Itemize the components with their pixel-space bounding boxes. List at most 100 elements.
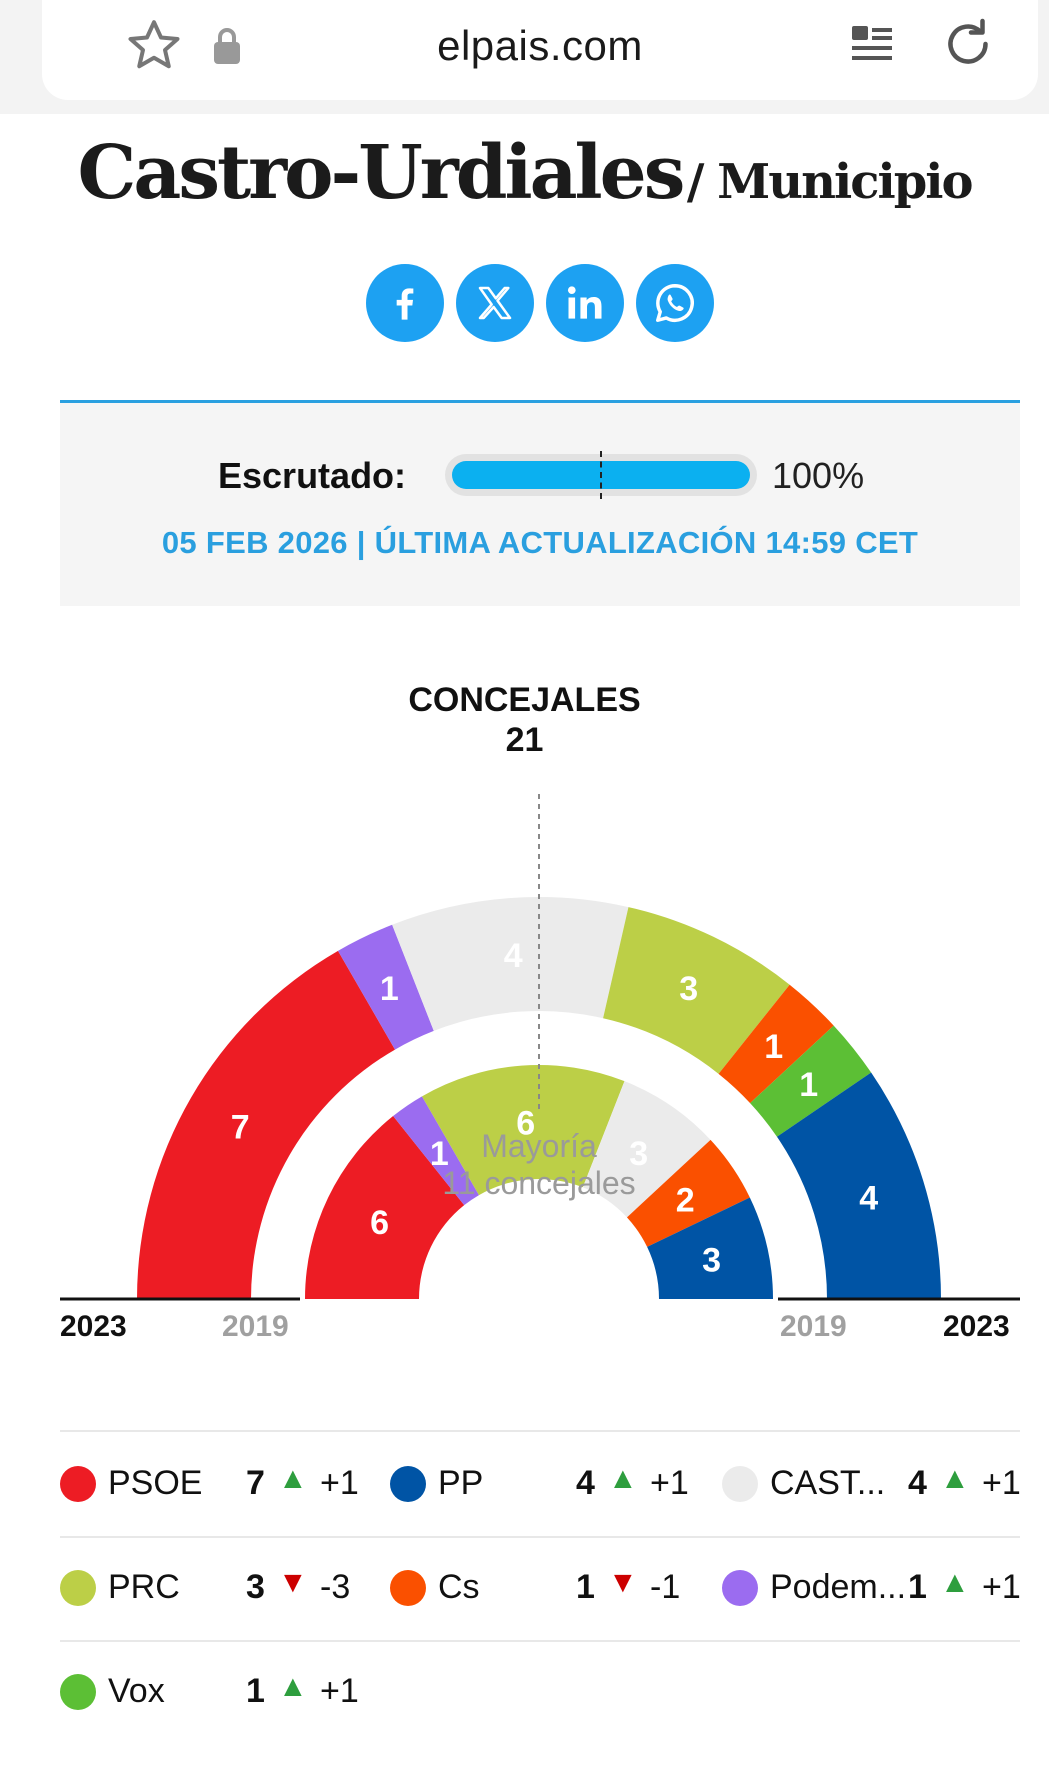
reader-mode-icon[interactable]	[848, 20, 896, 73]
arrow-up-icon: ▲	[608, 1462, 638, 1495]
seat-count-2023-podemos: 1	[380, 970, 399, 1008]
seat-change: -1	[650, 1568, 681, 1606]
legend-item-prc: PRC 3 ▼ -3	[60, 1562, 360, 1614]
seat-count-2019-cs: 2	[676, 1181, 695, 1219]
seat-segment-2023-psoe	[137, 950, 395, 1299]
party-name: PSOE	[108, 1464, 203, 1502]
seat-count-2019-psoe: 6	[370, 1204, 389, 1242]
party-seats: 3	[246, 1568, 265, 1606]
seat-segment-2019-prc	[422, 1065, 625, 1196]
arrow-up-icon: ▲	[940, 1462, 970, 1495]
seat-change: +1	[982, 1464, 1021, 1502]
party-color-dot	[60, 1466, 96, 1502]
scrutiny-panel: Escrutado: 100% 05 FEB 2026 | ÚLTIMA ACT…	[60, 400, 1020, 606]
star-icon[interactable]	[124, 16, 184, 81]
arrow-up-icon: ▲	[278, 1462, 308, 1495]
whatsapp-icon	[656, 284, 694, 322]
reload-icon[interactable]	[938, 14, 998, 79]
share-facebook-button[interactable]	[366, 264, 444, 342]
seat-count-2019-castro: 3	[629, 1135, 648, 1173]
seat-count-2019-prc: 6	[516, 1104, 535, 1142]
lock-icon	[212, 26, 242, 71]
share-whatsapp-button[interactable]	[636, 264, 714, 342]
linkedin-icon	[567, 286, 602, 319]
majority-text: 11 concejales	[442, 1165, 635, 1201]
party-name: Vox	[108, 1672, 165, 1710]
party-color-dot	[390, 1570, 426, 1606]
party-color-dot	[390, 1466, 426, 1502]
legend-divider	[60, 1640, 1020, 1642]
page-title: Castro-Urdiales / Municipio	[0, 130, 1049, 216]
url-text[interactable]: elpais.com	[437, 22, 643, 69]
municipality-name: Castro-Urdiales	[77, 130, 685, 216]
year-label-2019-right: 2019	[780, 1310, 847, 1343]
seat-count-2023-cs: 1	[764, 1028, 783, 1066]
address-bar[interactable]: elpais.com	[42, 0, 1038, 100]
party-color-dot	[60, 1674, 96, 1710]
browser-toolbar: elpais.com	[0, 0, 1049, 114]
year-label-2023-right: 2023	[943, 1310, 1010, 1343]
seat-segment-2019-psoe	[305, 1116, 465, 1299]
seat-change: +1	[650, 1464, 689, 1502]
chart-title-label: CONCEJALES	[408, 681, 641, 719]
arrow-up-icon: ▲	[940, 1566, 970, 1599]
party-name: PP	[438, 1464, 484, 1502]
seat-segment-2023-castro	[392, 897, 629, 1031]
seat-segment-2023-prc	[603, 907, 790, 1074]
seat-count-2023-castro: 4	[504, 937, 523, 975]
seat-change: -3	[320, 1568, 351, 1606]
party-name: Cs	[438, 1568, 480, 1606]
arrow-down-icon: ▼	[278, 1566, 308, 1599]
scrutiny-percent: 100%	[772, 455, 865, 496]
party-color-dot	[722, 1466, 758, 1502]
party-color-dot	[722, 1570, 758, 1606]
party-name: CAST...	[770, 1464, 886, 1502]
party-color-dot	[60, 1570, 96, 1606]
legend-item-psoe: PSOE 7 ▲ +1	[60, 1458, 360, 1510]
seat-segment-2023-vox	[750, 1025, 872, 1137]
seat-count-2023-pp: 4	[859, 1179, 878, 1217]
seat-segment-2023-cs	[718, 984, 834, 1104]
arrow-down-icon: ▼	[608, 1566, 638, 1599]
party-seats: 4	[908, 1464, 927, 1502]
year-label-2019-left: 2019	[222, 1310, 289, 1343]
party-seats: 1	[246, 1672, 265, 1710]
seat-segment-2019-pp	[647, 1197, 773, 1299]
party-seats: 7	[246, 1464, 265, 1502]
majority-label: Mayoría	[481, 1128, 597, 1164]
seat-change: +1	[320, 1672, 359, 1710]
arrow-up-icon: ▲	[278, 1670, 308, 1703]
share-linkedin-button[interactable]	[546, 264, 624, 342]
seat-segment-2019-podemos	[393, 1096, 479, 1206]
seat-count-2023-psoe: 7	[231, 1109, 250, 1147]
seat-segment-2019-cs	[626, 1139, 750, 1247]
x-icon	[478, 286, 512, 320]
year-label-2023-left: 2023	[60, 1310, 127, 1343]
legend-item-cs: Cs 1 ▼ -1	[390, 1562, 690, 1614]
legend-item-cast: CAST... 4 ▲ +1	[722, 1458, 1022, 1510]
legend-divider	[60, 1536, 1020, 1538]
chart-total-seats: 21	[505, 721, 544, 759]
seat-segment-2019-castro	[582, 1081, 711, 1218]
chart-title: CONCEJALES 21	[0, 680, 1049, 760]
seat-segment-2023-pp	[776, 1072, 941, 1299]
seat-change: +1	[320, 1464, 359, 1502]
party-seats: 4	[576, 1464, 595, 1502]
party-seats: 1	[908, 1568, 927, 1606]
last-update: 05 FEB 2026 | ÚLTIMA ACTUALIZACIÓN 14:59…	[161, 525, 919, 560]
seat-change: +1	[982, 1568, 1021, 1606]
legend-item-pp: PP 4 ▲ +1	[390, 1458, 690, 1510]
scrutiny-progress-bar	[445, 451, 757, 499]
municipality-type: / Municipio	[686, 154, 974, 210]
majority-tick	[600, 451, 602, 499]
party-seats: 1	[576, 1568, 595, 1606]
seat-count-2019-podemos: 1	[430, 1135, 449, 1173]
scrutiny-label: Escrutado:	[218, 455, 407, 496]
party-name: PRC	[108, 1568, 180, 1606]
party-name: Podem...	[770, 1568, 907, 1606]
seat-count-2023-vox: 1	[799, 1066, 818, 1104]
legend-item-podem: Podem... 1 ▲ +1	[722, 1562, 1022, 1614]
legend-item-vox: Vox 1 ▲ +1	[60, 1666, 360, 1718]
share-x-button[interactable]	[456, 264, 534, 342]
